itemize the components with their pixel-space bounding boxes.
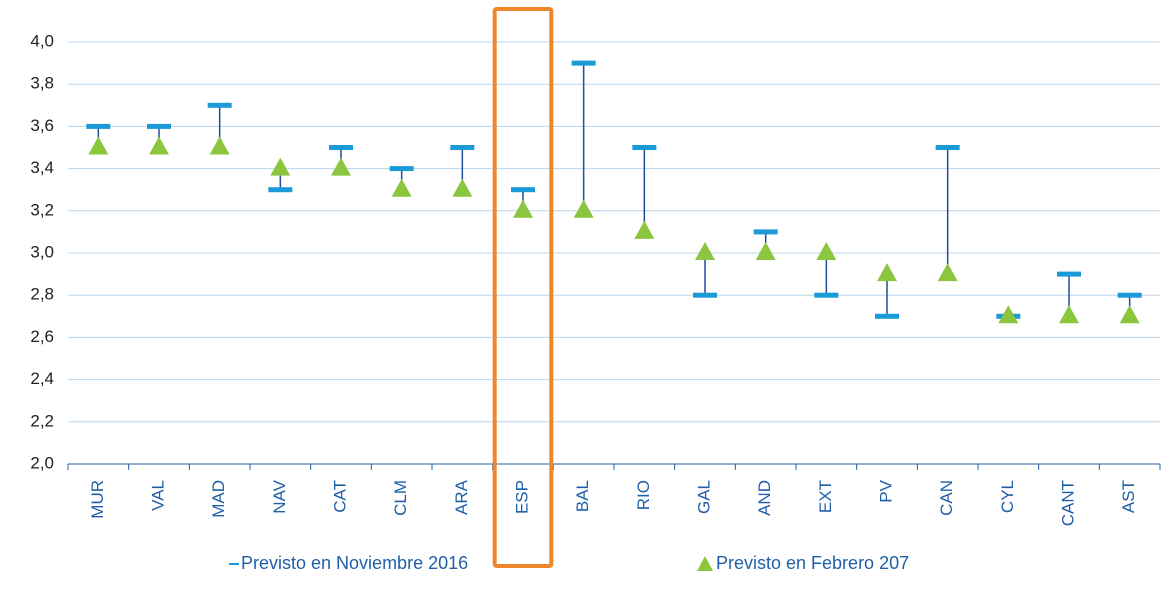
feb-marker (1059, 305, 1079, 324)
nov-marker (935, 145, 960, 150)
legend-label: Previsto en Noviembre 2016 (241, 553, 468, 573)
feb-marker (755, 242, 776, 260)
nov-marker (814, 292, 839, 298)
feb-marker (331, 157, 351, 176)
nov-marker (1117, 292, 1142, 298)
highlight-box (492, 7, 554, 568)
x-tick-label: BAL (573, 480, 592, 512)
y-tick-label: 3,6 (30, 116, 54, 135)
feb-marker (695, 242, 715, 260)
feb-marker (88, 136, 109, 155)
y-tick-label: 3,8 (30, 74, 54, 93)
x-tick-label: MUR (88, 480, 107, 519)
nov-marker (875, 313, 899, 319)
nov-marker (632, 145, 657, 150)
feb-marker (209, 136, 230, 155)
y-tick-label: 2,4 (30, 369, 54, 388)
nov-marker (1057, 271, 1081, 277)
nov-marker (450, 145, 475, 150)
feb-marker (937, 263, 958, 282)
y-tick-label: 2,0 (30, 453, 54, 472)
y-tick-label: 2,6 (30, 327, 54, 346)
x-tick-label: CYL (998, 480, 1017, 513)
feb-marker (877, 263, 897, 282)
nov-marker (147, 123, 171, 129)
legend-symbol (697, 556, 713, 571)
feb-marker (391, 178, 412, 197)
y-tick-label: 4,0 (30, 31, 54, 50)
y-tick-label: 3,0 (30, 242, 54, 261)
feb-marker (634, 220, 655, 239)
feb-marker (816, 242, 837, 260)
nov-marker (329, 145, 353, 150)
y-tick-label: 2,8 (30, 285, 54, 304)
x-tick-label: VAL (148, 480, 167, 511)
x-tick-label: AST (1119, 480, 1138, 513)
legend-label: Previsto en Febrero 207 (716, 553, 909, 573)
nov-marker (571, 60, 596, 66)
nov-marker (86, 123, 111, 129)
x-tick-label: CAT (330, 480, 349, 513)
x-tick-label: ARA (452, 479, 471, 515)
x-tick-label: CAN (937, 480, 956, 516)
feb-marker (998, 305, 1019, 324)
y-tick-label: 3,4 (30, 158, 54, 177)
y-tick-label: 2,2 (30, 411, 54, 430)
x-tick-label: EXT (816, 480, 835, 513)
feb-marker (513, 199, 533, 218)
x-tick-label: MAD (209, 480, 228, 518)
feb-marker (149, 136, 169, 155)
nov-marker (693, 292, 717, 298)
x-tick-label: AND (755, 480, 774, 516)
feb-marker (573, 199, 594, 218)
x-tick-label: ESP (512, 480, 531, 514)
x-tick-label: CANT (1058, 480, 1077, 526)
nov-marker (511, 187, 535, 193)
feb-marker (270, 157, 291, 176)
x-tick-label: GAL (694, 480, 713, 514)
nov-marker (389, 166, 414, 172)
nov-marker (268, 187, 293, 193)
x-tick-label: PV (876, 479, 895, 502)
nov-marker (207, 102, 232, 108)
x-tick-label: RIO (634, 480, 653, 510)
y-tick-label: 3,2 (30, 200, 54, 219)
feb-marker (1119, 305, 1140, 324)
feb-marker (452, 178, 473, 197)
legend-symbol (229, 563, 239, 565)
x-tick-label: NAV (270, 479, 289, 513)
x-tick-label: CLM (391, 480, 410, 516)
nov-marker (753, 229, 778, 235)
